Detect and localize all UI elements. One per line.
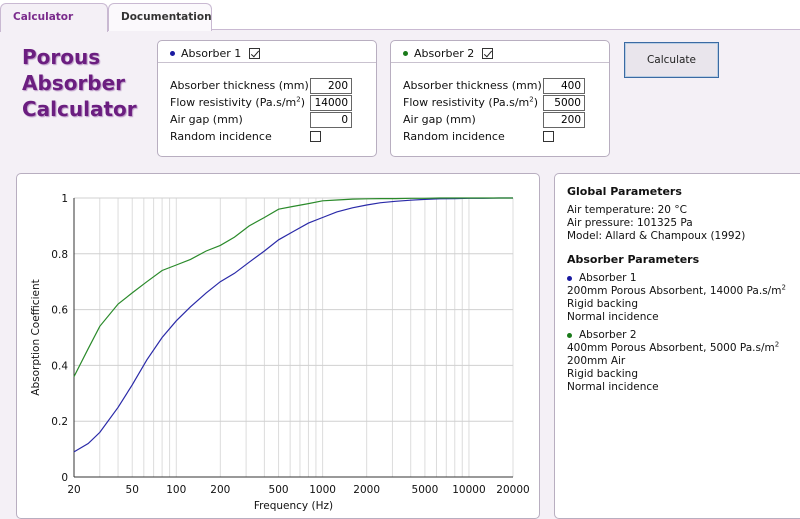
absorber-2-thickness-input[interactable] [543, 78, 585, 94]
absorber-1-dot-icon [170, 51, 175, 56]
global-params-title: Global Parameters [567, 185, 682, 198]
app-title: Porous Absorber Calculator [22, 44, 137, 122]
app-title-line: Absorber [22, 71, 126, 95]
y-tick-label: 1 [61, 193, 68, 205]
app-title-line: Calculator [22, 97, 137, 121]
info-absorber-2-heading: Absorber 2 [567, 329, 800, 342]
info-absorber-1-line: Rigid backing [567, 298, 638, 310]
x-tick-label: 50 [126, 484, 139, 496]
absorber-2-header: Absorber 2 [391, 41, 609, 63]
absorber-1-header: Absorber 1 [158, 41, 376, 63]
global-param-line: Model: Allard & Champoux (1992) [567, 230, 746, 242]
tab-documentation[interactable]: Documentation [108, 3, 212, 31]
x-axis-label: Frequency (Hz) [254, 500, 333, 512]
tab-calculator[interactable]: Calculator [0, 3, 108, 32]
info-absorber-2-line: 400mm Porous Absorbent, 5000 Pa.s/m2 [567, 340, 800, 355]
info-panel: Global Parameters Air temperature: 20 °C… [554, 173, 800, 519]
absorber-2-random-checkbox[interactable] [543, 131, 554, 142]
absorber-2-dot-icon [567, 333, 572, 338]
absorber-1-panel: Absorber 1 Absorber thickness (mm) Flow … [157, 40, 377, 157]
air-gap-label: Air gap (mm) [170, 113, 243, 126]
flow-label-end: ) [300, 96, 306, 109]
absorber-2-title: Absorber 2 [414, 47, 475, 60]
thickness-label: Absorber thickness (mm) [403, 79, 542, 92]
chart-series [73, 197, 513, 453]
series-line-1 [73, 197, 513, 453]
absorber-1-flow-input[interactable] [310, 95, 352, 111]
x-tick-label: 100 [166, 484, 186, 496]
absorber-1-thickness-input[interactable] [310, 78, 352, 94]
absorber-1-enable-checkbox[interactable] [249, 48, 261, 59]
x-tick-label: 20 [67, 484, 80, 496]
flow-resistivity-label: Flow resistivity (Pa.s/m2) [170, 96, 305, 109]
flow-label-text: Flow resistivity (Pa.s/m [403, 96, 530, 109]
global-param-line: Air temperature: 20 °C [567, 204, 687, 216]
info-absorber-1-name: Absorber 1 [579, 272, 637, 284]
flow-label-text: Flow resistivity (Pa.s/m [170, 96, 297, 109]
flow-label-sup: 2 [296, 95, 301, 104]
x-tick-label: 10000 [452, 484, 485, 496]
air-gap-label: Air gap (mm) [403, 113, 476, 126]
thickness-label: Absorber thickness (mm) [170, 79, 309, 92]
info-absorber-2-line: Normal incidence [567, 381, 659, 393]
y-tick-label: 0.8 [51, 249, 68, 261]
flow-label-sup: 2 [529, 95, 534, 104]
chart-panel: 20 50 100 200 500 1000 2000 5000 10000 20000 0 0.2 0… [16, 173, 540, 519]
x-tick-label: 2000 [353, 484, 380, 496]
app-title-line: Porous [22, 45, 101, 69]
y-axis-label: Absorption Coefficient [30, 279, 42, 395]
chart-ticks: 20 50 100 200 500 1000 2000 5000 10000 20000 0 0.2 0… [51, 193, 529, 496]
calculate-button[interactable]: Calculate [624, 42, 719, 78]
x-tick-label: 500 [269, 484, 289, 496]
absorber-2-airgap-input[interactable] [543, 112, 585, 128]
tab-bar: Calculator Documentation [0, 0, 800, 32]
info-absorber-1-line: 200mm Porous Absorbent, 14000 Pa.s/m2 [567, 283, 800, 298]
info-absorber-1-heading: Absorber 1 [567, 272, 800, 285]
absorber-1-dot-icon [567, 276, 572, 281]
absorber-2-dot-icon [403, 51, 408, 56]
y-tick-label: 0.2 [51, 416, 68, 428]
y-tick-label: 0 [61, 472, 68, 484]
x-tick-label: 5000 [412, 484, 439, 496]
absorption-chart: 20 50 100 200 500 1000 2000 5000 10000 20000 0 0.2 0… [30, 193, 530, 512]
info-sup: 2 [781, 283, 786, 292]
random-incidence-label: Random incidence [170, 130, 272, 143]
absorber-2-flow-input[interactable] [543, 95, 585, 111]
info-absorber-2-name: Absorber 2 [579, 329, 637, 341]
chart-grid [73, 197, 514, 478]
absorber-1-random-checkbox[interactable] [310, 131, 321, 142]
info-sup: 2 [774, 340, 780, 349]
global-param-line: Air pressure: 101325 Pa [567, 217, 693, 229]
absorber-1-title: Absorber 1 [181, 47, 242, 60]
absorber-1-airgap-input[interactable] [310, 112, 352, 128]
info-text: 400mm Porous Absorbent, 5000 Pa.s/m [567, 342, 775, 354]
flow-label-end: ) [533, 96, 539, 109]
x-tick-label: 20000 [496, 484, 529, 496]
x-tick-label: 1000 [309, 484, 336, 496]
info-absorber-2-line: 200mm Air [567, 355, 626, 367]
absorber-params-title: Absorber Parameters [567, 253, 700, 266]
info-absorber-1-line: Normal incidence [567, 311, 659, 323]
flow-resistivity-label: Flow resistivity (Pa.s/m2) [403, 96, 538, 109]
y-tick-label: 0.6 [51, 305, 68, 317]
series-line-2 [73, 197, 513, 377]
absorber-2-panel: Absorber 2 Absorber thickness (mm) Flow … [390, 40, 610, 157]
info-text: 200mm Porous Absorbent, 14000 Pa.s/m [567, 285, 782, 297]
info-absorber-2-line: Rigid backing [567, 368, 638, 380]
y-tick-label: 0.4 [51, 360, 68, 372]
x-tick-label: 200 [210, 484, 230, 496]
random-incidence-label: Random incidence [403, 130, 505, 143]
absorber-2-enable-checkbox[interactable] [482, 48, 494, 59]
